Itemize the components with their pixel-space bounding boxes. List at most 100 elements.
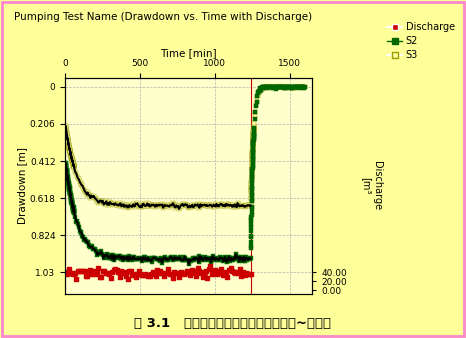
Point: [249, 150, 257, 155]
Point: [223, 259, 231, 265]
Point: [225, 254, 233, 260]
Point: [142, 203, 149, 209]
Point: [252, 102, 260, 107]
Point: [274, 84, 282, 90]
Point: [80, 185, 87, 190]
Point: [249, 136, 257, 141]
Point: [249, 147, 257, 152]
Point: [66, 187, 73, 193]
Point: [69, 158, 76, 163]
Point: [288, 84, 295, 90]
Point: [277, 84, 284, 90]
Point: [264, 86, 271, 91]
Point: [286, 84, 294, 90]
Point: [115, 203, 123, 208]
Point: [295, 84, 302, 90]
Point: [141, 257, 148, 262]
Point: [93, 249, 100, 255]
Point: [198, 203, 205, 209]
Point: [69, 160, 77, 165]
Point: [114, 254, 122, 260]
Point: [64, 139, 72, 144]
Point: [279, 84, 286, 90]
Point: [247, 271, 254, 276]
Point: [272, 84, 279, 90]
Point: [65, 145, 73, 150]
Point: [131, 204, 138, 209]
Point: [297, 84, 305, 90]
Point: [292, 85, 300, 90]
Point: [66, 191, 74, 196]
Point: [68, 199, 75, 204]
Point: [109, 201, 116, 207]
Point: [222, 201, 230, 207]
Point: [265, 84, 273, 90]
Point: [248, 185, 256, 190]
Point: [67, 153, 75, 159]
Point: [249, 138, 257, 143]
Point: [179, 258, 186, 263]
Point: [175, 207, 183, 212]
Point: [296, 84, 303, 90]
Point: [248, 189, 256, 195]
Point: [200, 269, 208, 275]
Point: [284, 84, 292, 90]
Point: [70, 163, 77, 168]
Point: [275, 84, 283, 90]
Point: [135, 202, 142, 208]
Point: [240, 203, 247, 208]
Point: [176, 255, 184, 260]
Point: [253, 99, 260, 104]
Point: [113, 202, 121, 208]
Point: [247, 245, 255, 251]
Point: [249, 148, 256, 153]
Point: [260, 85, 268, 91]
Point: [201, 202, 208, 208]
Point: [245, 255, 253, 261]
Point: [177, 257, 185, 262]
Point: [158, 256, 165, 261]
Point: [95, 250, 102, 256]
Point: [67, 190, 74, 195]
Point: [66, 148, 74, 153]
Point: [158, 270, 166, 275]
Point: [212, 204, 219, 209]
Point: [300, 84, 307, 90]
Point: [69, 205, 77, 211]
Point: [249, 132, 257, 138]
Point: [253, 99, 260, 104]
Point: [98, 251, 106, 257]
Point: [170, 257, 178, 262]
Point: [67, 192, 74, 198]
Point: [62, 124, 69, 130]
Point: [205, 266, 212, 271]
Point: [273, 84, 280, 90]
Point: [224, 258, 232, 263]
Point: [91, 196, 98, 201]
Point: [100, 202, 107, 207]
Point: [238, 202, 246, 208]
Point: [281, 85, 288, 90]
Point: [143, 273, 150, 278]
Point: [228, 268, 236, 273]
Point: [250, 138, 257, 143]
Point: [289, 85, 296, 90]
Point: [77, 180, 84, 186]
Point: [65, 180, 72, 186]
Point: [64, 176, 72, 181]
Point: [107, 253, 115, 258]
Point: [121, 255, 129, 261]
Point: [245, 257, 252, 262]
Point: [234, 256, 241, 261]
Point: [189, 257, 196, 263]
Point: [225, 202, 233, 208]
Point: [238, 257, 246, 262]
Point: [136, 256, 143, 262]
Point: [249, 147, 257, 152]
Point: [248, 178, 255, 184]
Point: [267, 84, 275, 90]
Point: [279, 84, 287, 90]
Point: [249, 146, 256, 151]
Point: [70, 162, 77, 168]
Point: [126, 202, 133, 208]
